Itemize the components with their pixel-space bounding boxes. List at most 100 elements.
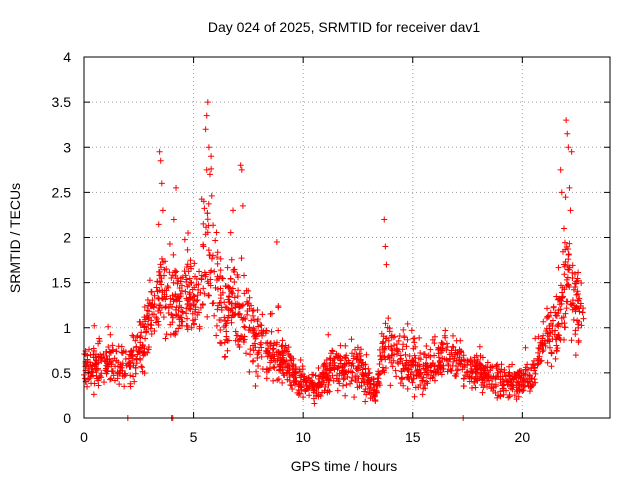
data-point xyxy=(169,303,176,310)
data-point xyxy=(453,363,460,370)
data-point xyxy=(172,267,179,274)
data-point xyxy=(251,332,258,339)
data-point xyxy=(208,153,215,160)
data-point xyxy=(182,288,189,295)
data-point xyxy=(431,363,438,370)
data-point xyxy=(327,374,334,381)
data-point xyxy=(544,305,551,312)
data-point xyxy=(442,327,449,334)
data-point xyxy=(547,309,554,316)
data-point xyxy=(396,332,403,339)
data-point xyxy=(497,373,504,380)
data-point xyxy=(275,376,282,383)
data-point xyxy=(496,366,503,373)
data-point xyxy=(348,336,355,343)
data-point xyxy=(209,300,216,307)
data-point xyxy=(95,377,102,384)
data-point xyxy=(394,347,401,354)
data-point xyxy=(190,292,197,299)
data-point xyxy=(372,397,379,404)
data-point xyxy=(563,117,570,124)
data-point xyxy=(544,359,551,366)
data-point xyxy=(431,333,438,340)
data-point xyxy=(454,367,461,374)
data-point xyxy=(224,337,231,344)
data-point xyxy=(273,239,280,246)
data-point xyxy=(380,339,387,346)
data-point xyxy=(285,351,292,358)
data-point xyxy=(334,387,341,394)
data-point xyxy=(145,321,152,328)
data-point xyxy=(133,355,140,362)
data-point xyxy=(293,377,300,384)
data-point xyxy=(451,355,458,362)
data-point xyxy=(165,304,172,311)
data-point xyxy=(204,313,211,320)
data-point xyxy=(457,349,464,356)
data-point xyxy=(569,274,576,281)
data-point xyxy=(516,381,523,388)
data-point xyxy=(122,355,129,362)
data-point xyxy=(566,240,573,247)
data-point xyxy=(572,331,579,338)
data-point xyxy=(236,311,243,318)
data-point xyxy=(259,332,266,339)
data-point xyxy=(564,298,571,305)
data-point xyxy=(214,254,221,261)
data-point xyxy=(170,251,177,258)
data-point xyxy=(207,282,214,289)
data-point xyxy=(292,365,299,372)
data-point xyxy=(139,368,146,375)
data-point xyxy=(406,352,413,359)
data-point xyxy=(259,311,266,318)
data-point xyxy=(113,348,120,355)
data-point xyxy=(398,367,405,374)
data-point xyxy=(539,348,546,355)
data-point xyxy=(487,367,494,374)
data-point xyxy=(405,359,412,366)
data-point xyxy=(464,362,471,369)
data-point xyxy=(105,323,112,330)
data-point xyxy=(243,350,250,357)
data-point xyxy=(288,357,295,364)
data-point xyxy=(398,375,405,382)
data-point xyxy=(228,300,235,307)
data-point xyxy=(506,393,513,400)
data-point xyxy=(239,202,246,209)
data-point xyxy=(186,275,193,282)
data-point xyxy=(108,361,115,368)
data-point xyxy=(410,358,417,365)
data-point xyxy=(131,378,138,385)
data-point xyxy=(322,383,329,390)
data-point xyxy=(162,304,169,311)
data-point xyxy=(505,394,512,401)
data-point xyxy=(492,383,499,390)
data-point xyxy=(117,367,124,374)
data-point xyxy=(169,292,176,299)
data-point xyxy=(279,379,286,386)
data-point xyxy=(563,276,570,283)
data-point xyxy=(156,148,163,155)
data-point xyxy=(431,368,438,375)
data-point xyxy=(228,256,235,263)
data-point xyxy=(566,184,573,191)
data-point xyxy=(223,333,230,340)
data-point xyxy=(509,361,516,368)
y-axis-label: SRMTID / TECUs xyxy=(7,183,23,293)
data-point xyxy=(155,295,162,302)
data-point xyxy=(375,368,382,375)
data-point xyxy=(408,327,415,334)
data-point xyxy=(566,283,573,290)
data-point xyxy=(119,360,126,367)
data-point xyxy=(467,361,474,368)
data-point xyxy=(335,352,342,359)
data-point xyxy=(259,366,266,373)
data-point xyxy=(178,282,185,289)
data-point xyxy=(549,317,556,324)
data-point xyxy=(535,333,542,340)
data-point xyxy=(198,272,205,279)
data-point xyxy=(188,324,195,331)
data-point xyxy=(217,255,224,262)
data-point xyxy=(143,328,150,335)
data-point xyxy=(138,363,145,370)
